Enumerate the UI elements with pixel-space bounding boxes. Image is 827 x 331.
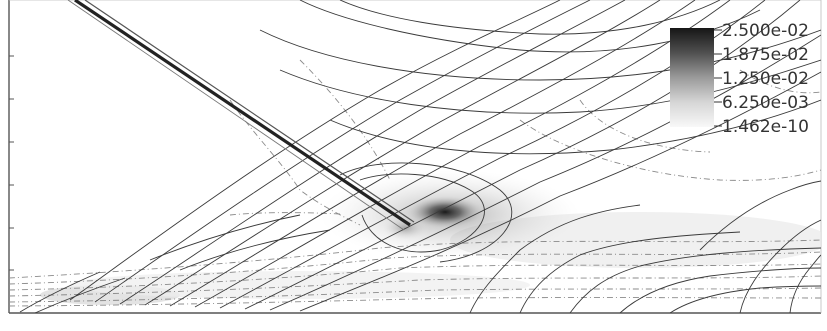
oblique-shock — [67, 0, 415, 231]
legend-label-min: 1.462e-10 — [722, 117, 809, 137]
legend-label-high: 1.875e-02 — [722, 45, 809, 65]
legend-colorbar — [670, 28, 714, 127]
plot-frame — [8, 0, 822, 314]
legend-label-low: 6.250e-03 — [722, 93, 809, 113]
legend-label-mid: 1.250e-02 — [722, 69, 809, 89]
dashed-contours — [9, 59, 821, 307]
color-legend: 2.500e-02 1.875e-02 1.250e-02 6.250e-03 … — [670, 21, 809, 137]
legend-label-max: 2.500e-02 — [722, 21, 809, 41]
field-shading — [40, 170, 821, 305]
